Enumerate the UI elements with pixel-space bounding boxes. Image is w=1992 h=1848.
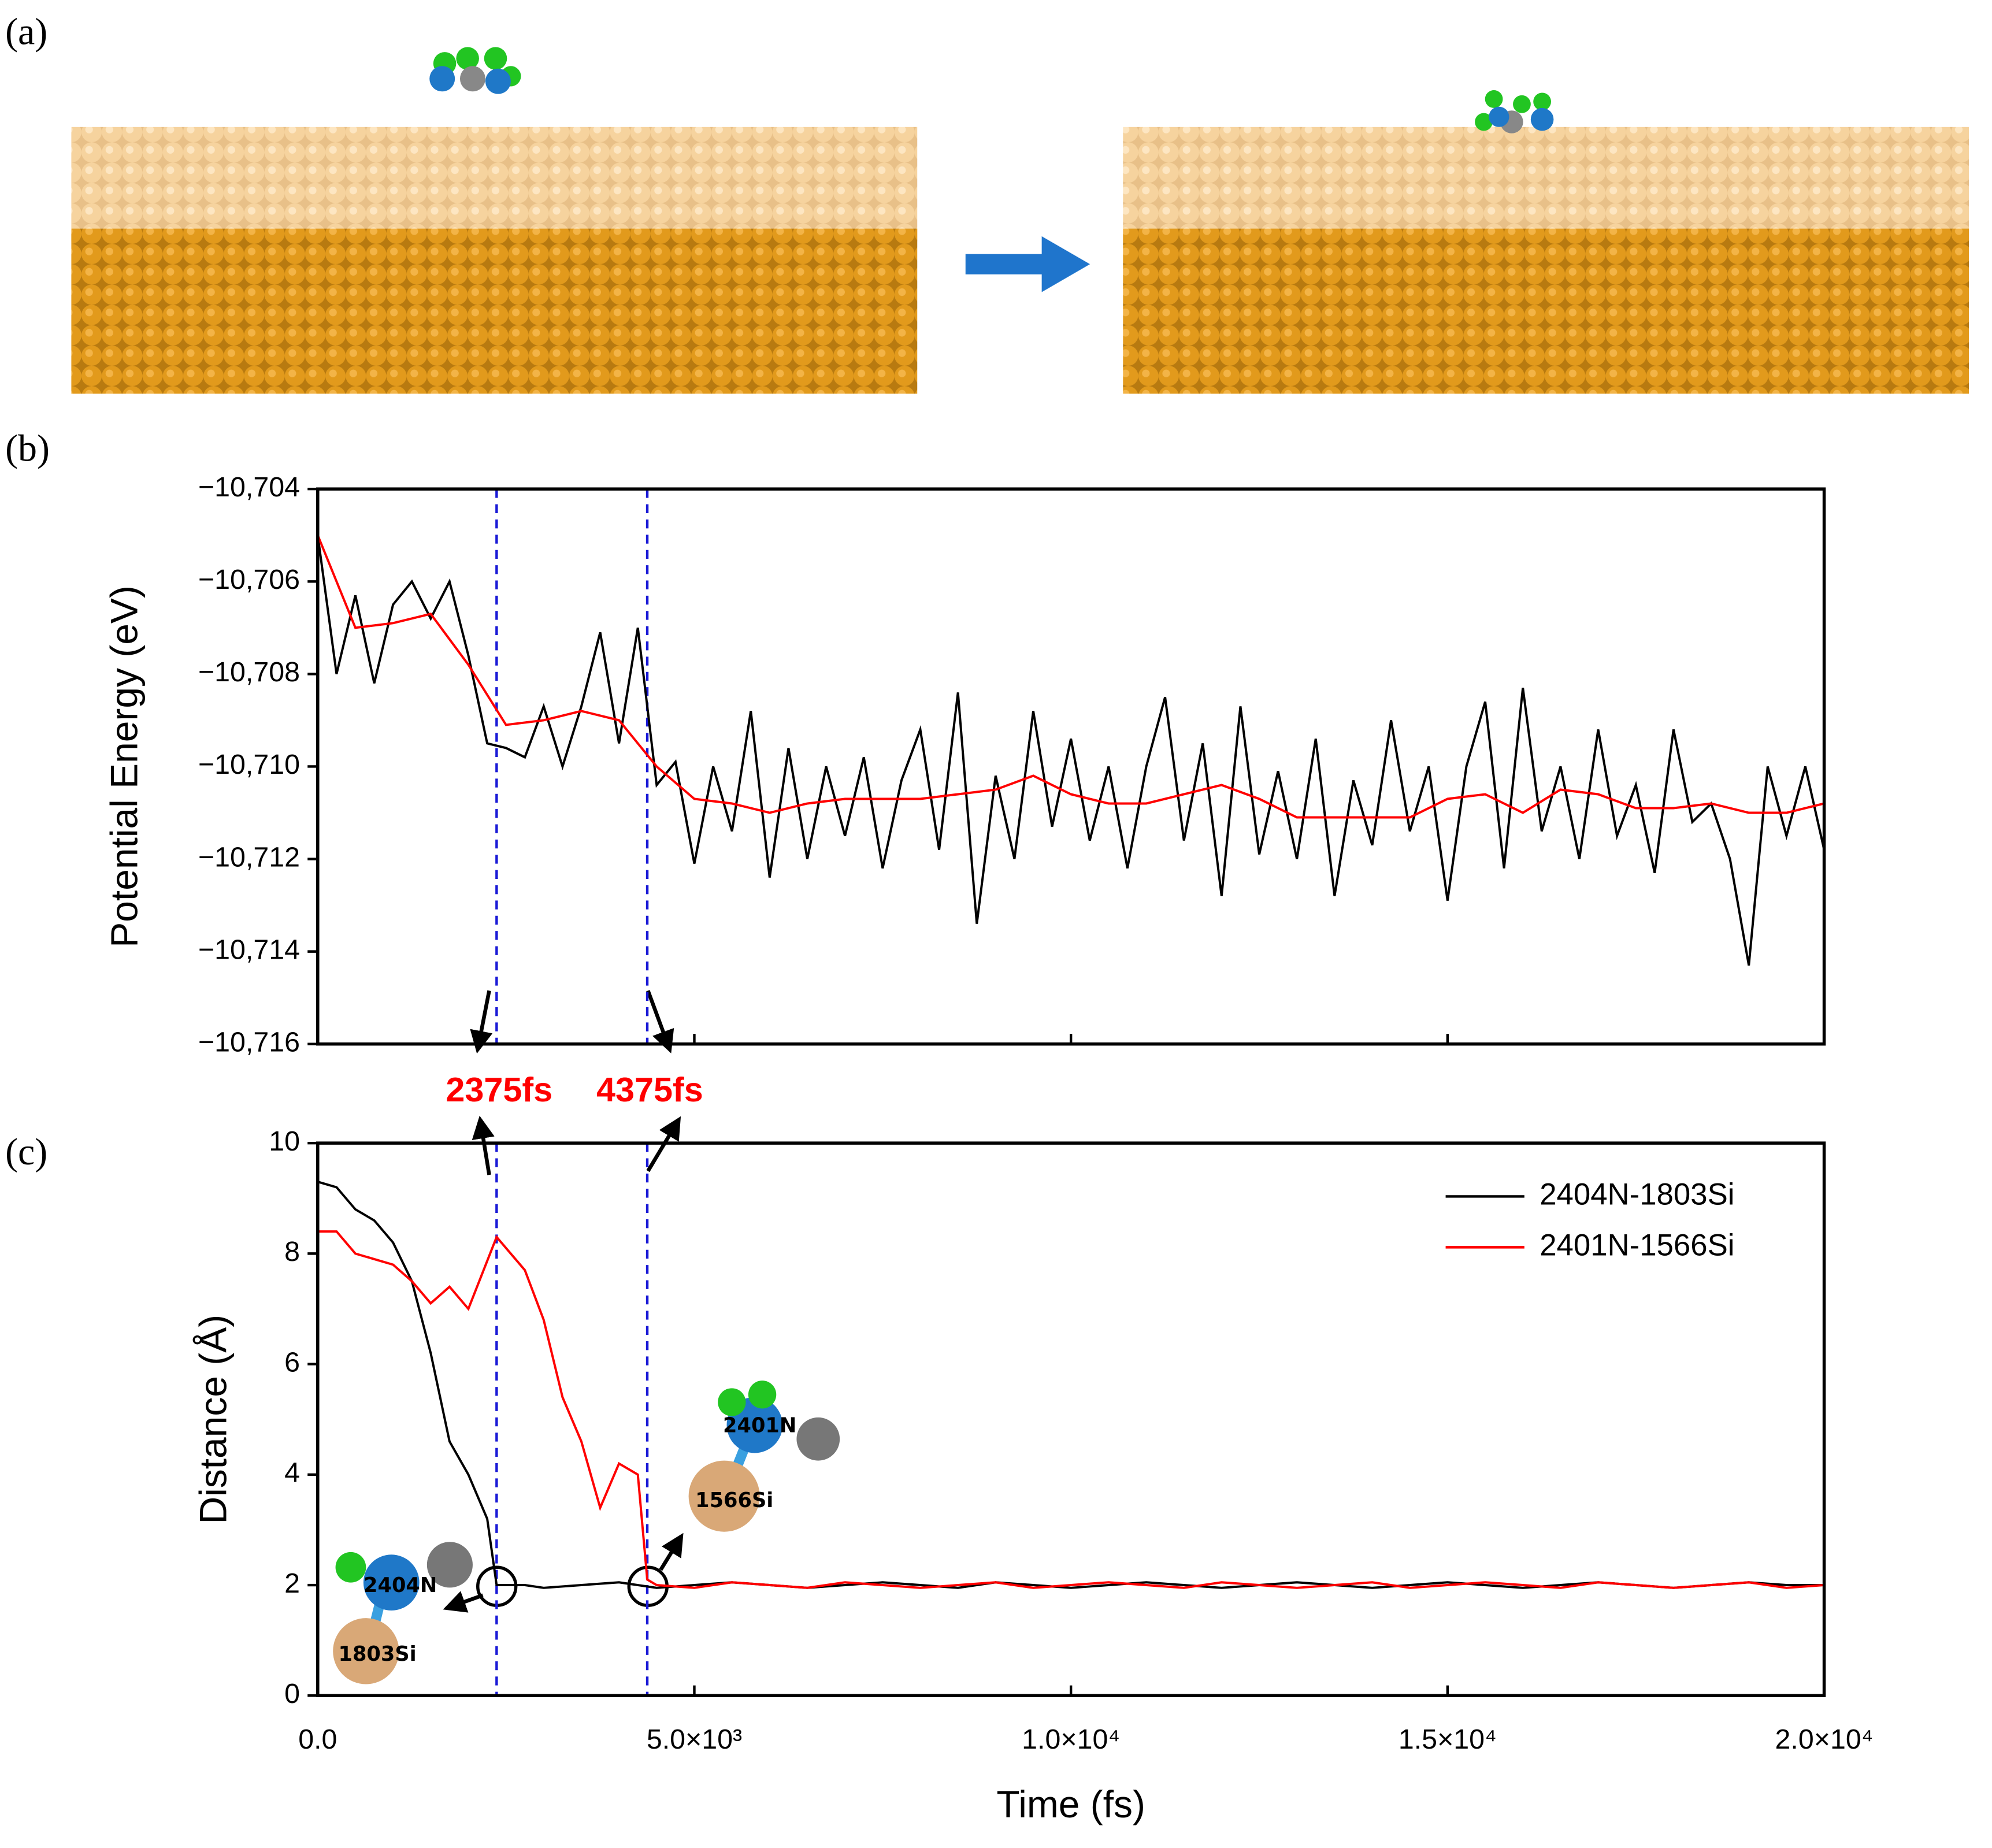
y-tick-label: 10 <box>269 1126 300 1157</box>
panel-label: (c) <box>5 1131 47 1173</box>
molecule-before <box>429 47 521 94</box>
slab-before <box>71 127 918 394</box>
y-axis-label: Distance (Å) <box>191 1315 234 1524</box>
annotation: 4375fs <box>596 1070 703 1109</box>
molecule-after <box>1475 90 1554 133</box>
annotation: 2375fs <box>446 1070 552 1109</box>
x-tick-label: 1.0×10⁴ <box>1022 1724 1120 1755</box>
slab-after <box>1123 127 1969 394</box>
y-tick-label: 6 <box>284 1346 300 1378</box>
x-tick-label: 1.5×10⁴ <box>1399 1724 1497 1755</box>
x-tick-label: 5.0×10³ <box>647 1724 742 1755</box>
y-tick-label: −10,712 <box>198 841 300 873</box>
x-tick-label: 2.0×10⁴ <box>1775 1724 1874 1755</box>
atom-label: 1566Si <box>695 1489 773 1512</box>
y-tick-label: 2 <box>284 1568 300 1599</box>
data-line <box>317 1230 1824 1589</box>
y-tick-label: −10,706 <box>198 564 300 595</box>
panel-label: (a) <box>5 11 47 53</box>
atom-label: 1803Si <box>338 1642 416 1666</box>
atom-label: 2404N <box>363 1574 437 1597</box>
y-tick-label: −10,704 <box>198 472 300 503</box>
inset-2401N <box>688 1381 840 1532</box>
y-axis-label: Potential Energy (eV) <box>103 585 146 948</box>
inset-2404N <box>333 1542 473 1684</box>
legend-label: 2401N-1566Si <box>1540 1228 1734 1262</box>
y-tick-label: −10,710 <box>198 749 300 780</box>
y-tick-label: 0 <box>284 1678 300 1709</box>
plot-frame <box>316 1141 1826 1697</box>
panel-label: (b) <box>5 428 50 470</box>
y-tick-label: −10,716 <box>198 1026 300 1057</box>
x-axis-label: Time (fs) <box>996 1783 1145 1825</box>
y-tick-label: −10,714 <box>198 934 300 965</box>
legend-label: 2404N-1803Si <box>1540 1177 1734 1211</box>
plot-frame <box>316 487 1826 1046</box>
y-tick-label: −10,708 <box>198 656 300 688</box>
arrow <box>965 236 1090 292</box>
x-tick-label: 0.0 <box>298 1724 337 1755</box>
atom-label: 2401N <box>723 1413 796 1437</box>
y-tick-label: 4 <box>284 1457 300 1489</box>
data-line <box>316 535 1826 966</box>
data-line <box>316 535 1825 819</box>
y-tick-label: 8 <box>284 1236 300 1267</box>
